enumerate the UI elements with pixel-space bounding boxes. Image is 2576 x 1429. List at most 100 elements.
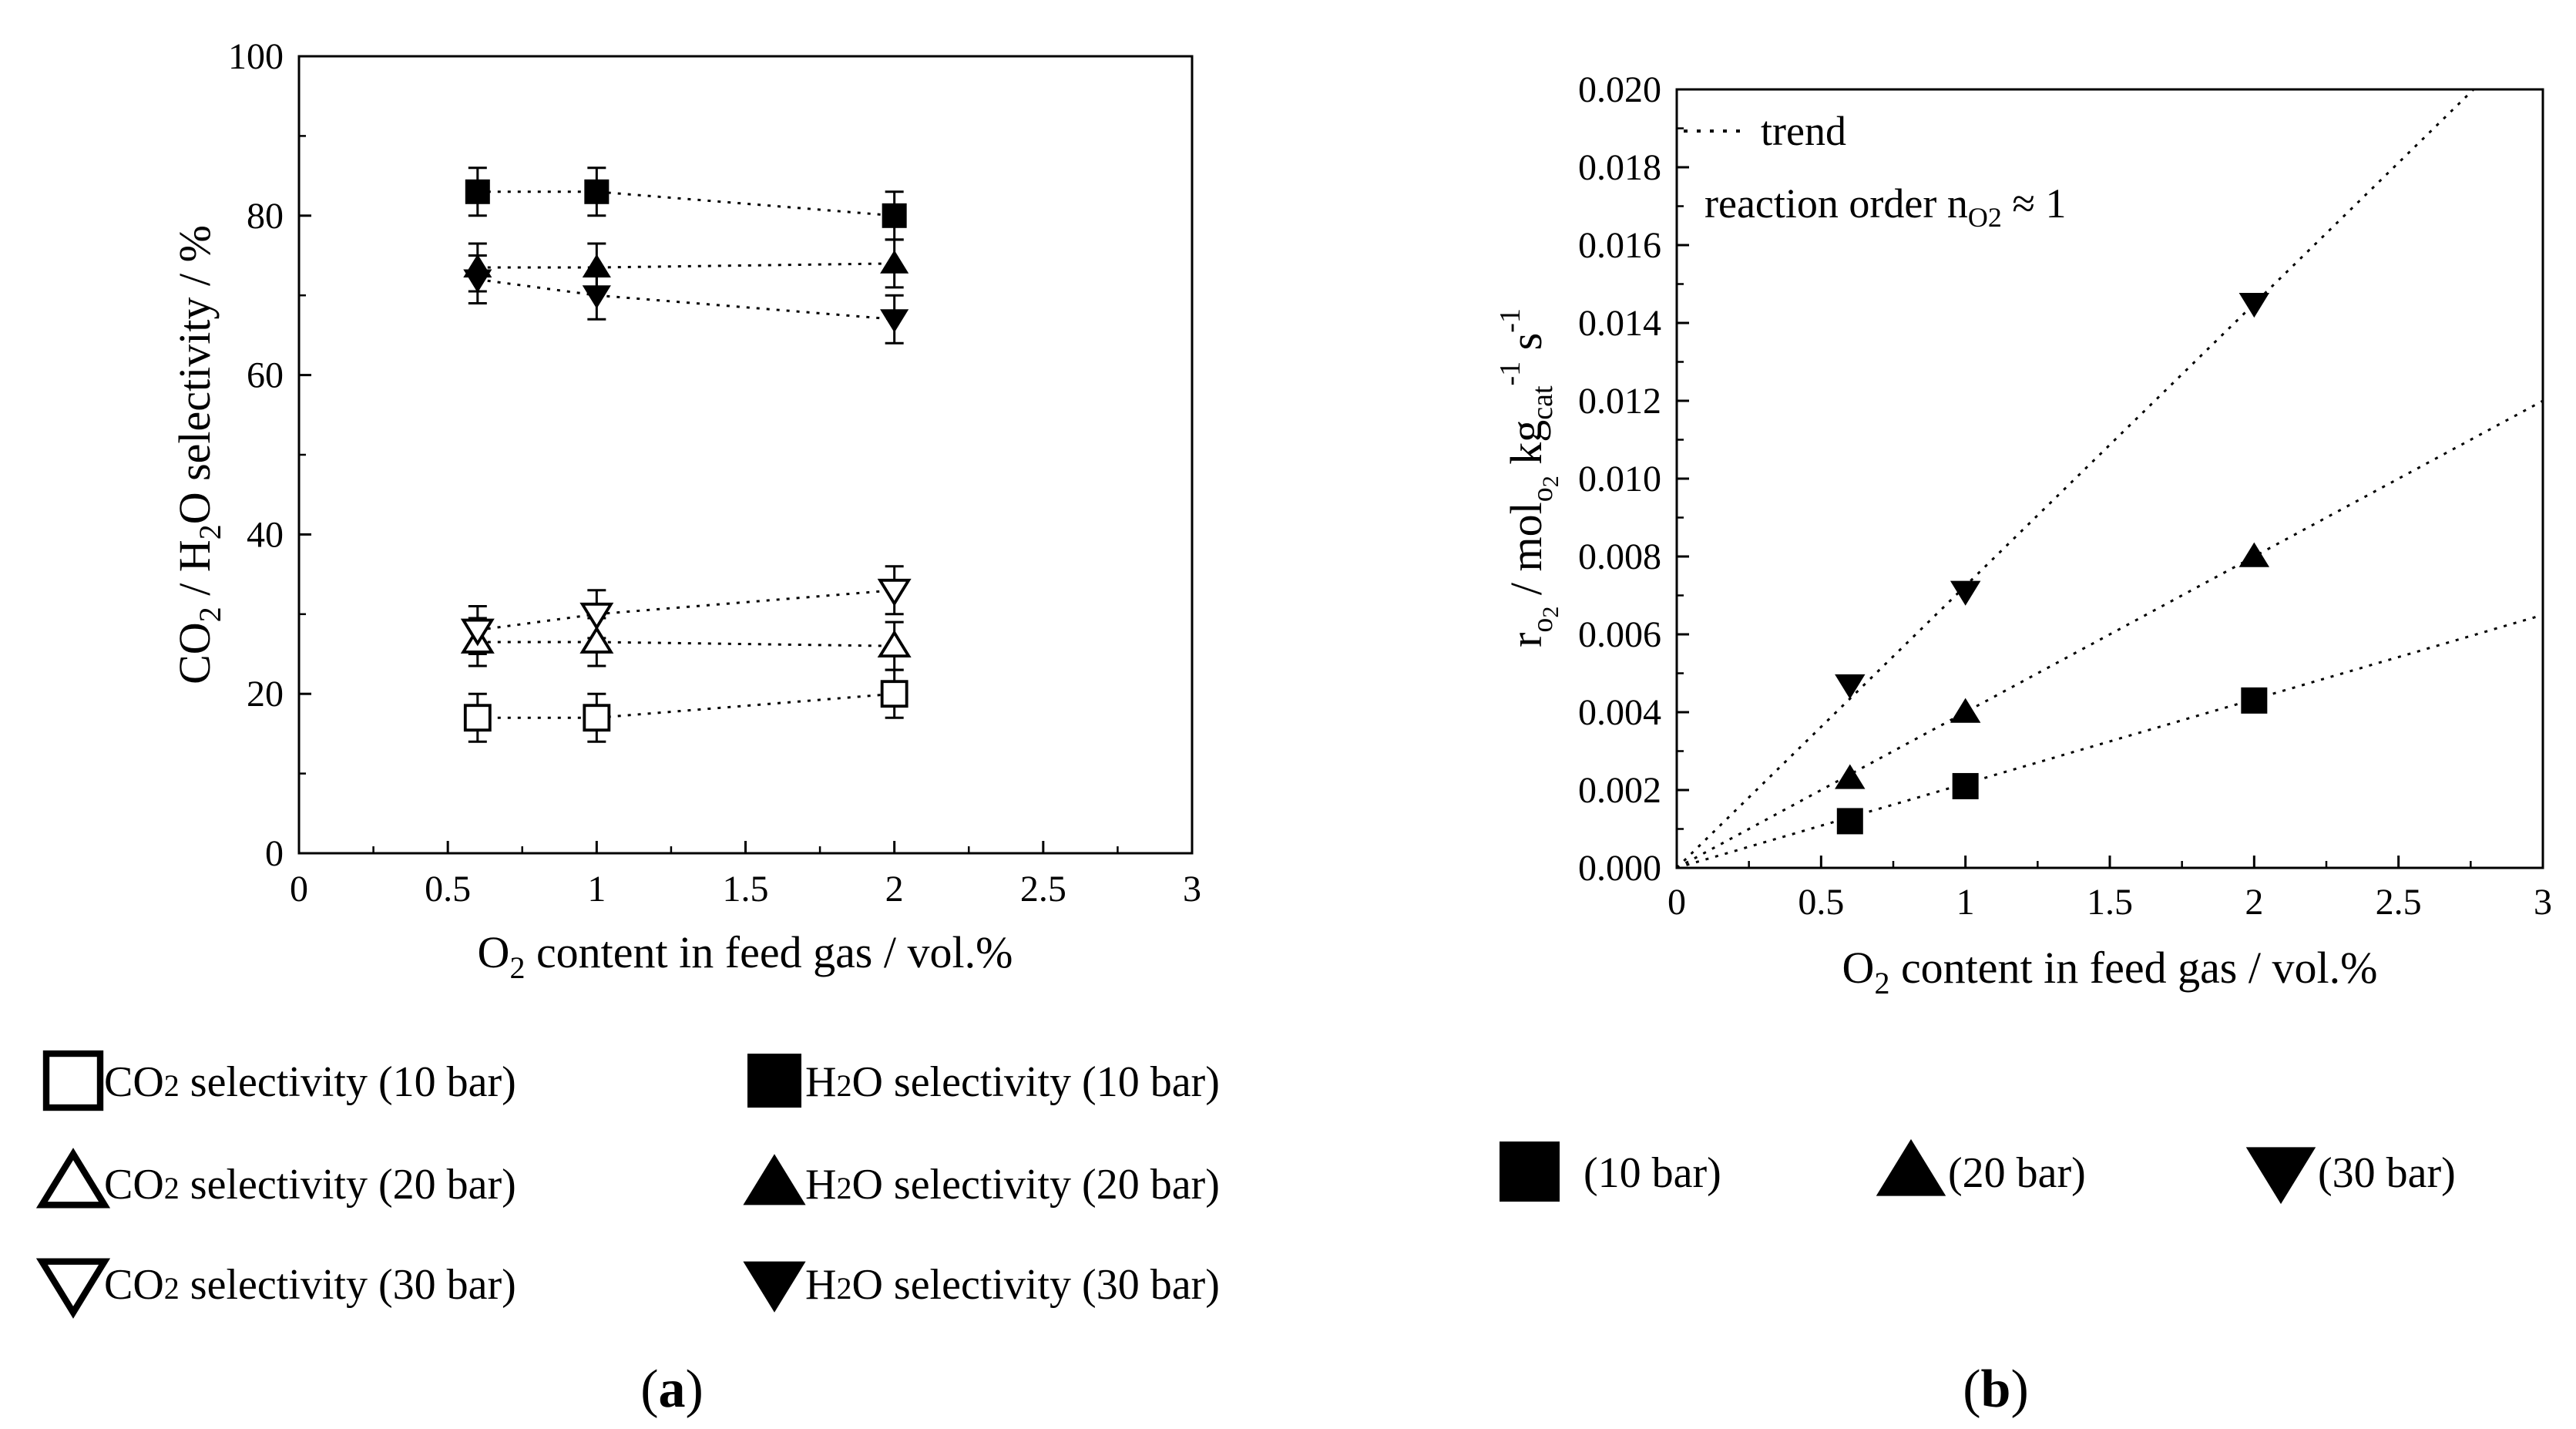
y-tick-label: 60 [247,355,284,396]
data-point [1950,698,1981,723]
series-trend-line [477,262,895,269]
data-point [1950,580,1981,606]
panel-a-markers [460,179,912,732]
data-point [880,680,908,708]
legend-marker [42,1050,104,1111]
panel-b-ticks: 0 0.5 1 1.5 2 2.5 3 0.000 0.002 0.004 0.006 0.008 0.… [1578,69,2552,923]
x-tick-label: 0.5 [1798,882,1844,923]
data-point [1835,674,1866,700]
y-tick-label: 0.004 [1578,692,1661,733]
panel-b-label: (b) [1963,1360,2029,1419]
y-tick-label: 0.006 [1578,614,1661,655]
data-point [584,179,610,204]
y-tick-label: 0.008 [1578,536,1661,577]
data-point [583,704,611,732]
panel-b-x-axis-label: O2 content in feed gas / vol.% [1842,943,2378,1000]
y-tick-label: 0.012 [1578,381,1661,422]
x-tick-label: 1.5 [2087,882,2133,923]
data-point [463,269,492,293]
data-point [465,179,490,204]
legend-label: (10 bar) [1584,1149,1721,1197]
panel-a-error-bars [468,166,904,743]
trend-legend-label: trend [1761,108,1846,154]
x-tick-label: 3 [2534,882,2552,923]
y-tick-label: 0.000 [1578,848,1661,889]
x-tick-label: 0 [1668,882,1686,923]
panel-a-ticks: 0 0.5 1 1.5 2 2.5 3 0 20 40 60 80 100 [228,36,1201,910]
series-trend-line [477,641,895,647]
panel-a-chart: 0 0.5 1 1.5 2 2.5 3 0 20 40 60 80 100 O2 content in … [35,36,1220,1419]
data-point [877,578,912,607]
trend-line [1676,399,2544,869]
y-tick-label: 0.018 [1578,147,1661,188]
data-point [579,602,614,630]
y-tick-label: 100 [228,36,284,77]
y-tick-label: 0.014 [1578,303,1661,344]
series-trend-line [477,589,895,631]
data-point [1836,808,1863,835]
legend-marker [743,1261,806,1313]
panel-a-plot-frame [297,55,1194,855]
data-point [582,285,611,309]
x-tick-label: 2 [885,869,904,910]
x-tick-label: 1 [1956,882,1975,923]
panel-b-legend: (10 bar) (20 bar) (30 bar) [1500,1138,2456,1205]
panel-a-legend: CO2 selectivity (10 bar) H2O selectivity … [35,1050,1220,1319]
x-tick-label: 0 [290,869,308,910]
legend-marker [743,1154,806,1205]
panel-a-x-axis-label: O2 content in feed gas / vol.% [478,927,1013,985]
x-tick-label: 3 [1183,869,1201,910]
data-point [2241,687,2268,714]
data-point [880,250,909,274]
legend-marker [35,1148,111,1209]
data-point [880,309,909,333]
x-tick-label: 0.5 [425,869,471,910]
y-tick-label: 40 [247,514,284,555]
data-point [2238,542,2270,567]
panel-b-chart: 0 0.5 1 1.5 2 2.5 3 0.000 0.002 0.004 0.006 0.008 0.… [1494,69,2552,1419]
panel-a-label: (a) [640,1360,704,1419]
legend-label: CO2 selectivity (30 bar) [104,1261,516,1309]
data-point [460,618,495,647]
data-point [882,203,907,228]
x-tick-label: 1.5 [723,869,769,910]
panel-b-trend-lines [1675,88,2544,869]
series-trend-line [477,190,895,217]
y-tick-label: 0 [265,833,284,874]
legend-label: (20 bar) [1948,1149,2086,1197]
data-point [2238,292,2270,318]
panel-b-markers [1835,292,2270,835]
data-point [463,704,492,732]
trend-line [1676,614,2544,869]
y-tick-label: 80 [247,196,284,237]
panel-b-y-axis-label: ro2 / molo2 kgcat-1 s-1 [1494,308,1563,647]
data-point [1835,764,1866,789]
y-tick-label: 20 [247,674,284,714]
legend-marker [747,1054,801,1108]
data-point [877,630,912,658]
legend-marker [2245,1147,2316,1205]
legend-label: CO2 selectivity (10 bar) [104,1058,516,1106]
data-point [582,254,611,277]
legend-marker [1876,1138,1946,1196]
legend-marker [35,1258,111,1319]
x-tick-label: 1 [587,869,606,910]
legend-label: H2O selectivity (10 bar) [805,1058,1220,1106]
data-point [579,626,614,654]
y-tick-label: 0.016 [1578,225,1661,266]
legend-label: (30 bar) [2318,1149,2456,1197]
legend-label: H2O selectivity (20 bar) [805,1161,1220,1209]
data-point [1952,772,1979,799]
x-tick-label: 2.5 [2376,882,2422,923]
y-tick-label: 0.010 [1578,459,1661,499]
panel-a-trend-lines [477,190,895,719]
series-trend-line [477,692,895,719]
x-tick-label: 2.5 [1020,869,1066,910]
reaction-order-annotation: reaction order nO2 ≈ 1 [1704,180,2066,233]
y-tick-label: 0.002 [1578,770,1661,811]
panel-a-y-axis-label: CO2 / H2O selectivity / % [170,225,227,684]
legend-marker [1500,1142,1560,1202]
legend-label: CO2 selectivity (20 bar) [104,1161,516,1209]
legend-label: H2O selectivity (30 bar) [805,1261,1220,1309]
